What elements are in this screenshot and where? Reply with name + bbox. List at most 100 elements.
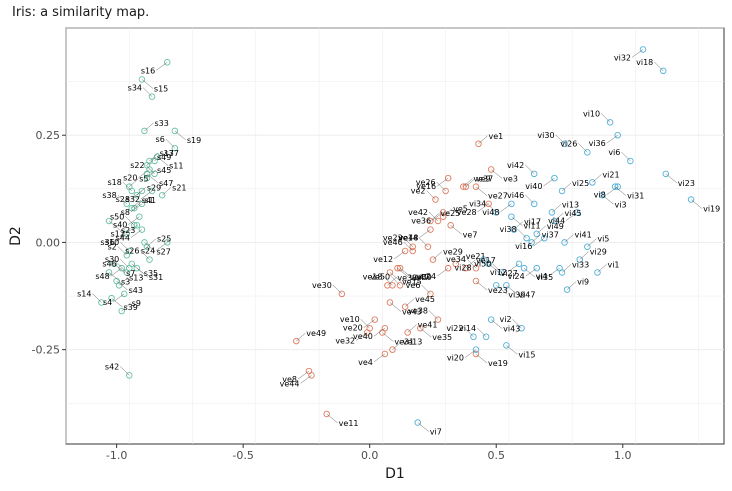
label-leader-line [162, 187, 172, 196]
point-label: ve1 [489, 132, 504, 141]
point-label: s36 [100, 238, 114, 247]
label-leader-line [120, 241, 130, 252]
plot-panel [65, 27, 725, 445]
label-leader-line [399, 268, 412, 278]
label-leader-line [417, 422, 429, 432]
point-label: vi38 [499, 225, 516, 234]
label-leader-line [466, 259, 477, 269]
data-point [141, 127, 148, 135]
point-label: vi9 [577, 278, 589, 287]
point-label: ve11 [339, 419, 359, 428]
point-label: s21 [172, 183, 186, 192]
label-leader-line [115, 233, 127, 243]
label-leader-line [297, 370, 310, 380]
label-leader-line [134, 199, 144, 209]
label-leader-line [125, 225, 137, 234]
label-leader-line [130, 229, 143, 238]
chart-title: Iris: a similarity map. [12, 5, 149, 20]
point-label: s18 [107, 178, 121, 187]
point-labels: s1 s2 s3 s4 s5 s6 s7 s8 s9 s10 s11 s12 s13 s14 s15 s16 s… [77, 49, 720, 437]
label-leader-line [464, 349, 477, 358]
point-label: s13 [129, 273, 143, 282]
data-point [503, 342, 510, 349]
point-label: ve31 [394, 337, 414, 346]
label-leader-line [428, 310, 439, 320]
point-label: vi35 [536, 273, 553, 282]
data-point [518, 324, 525, 332]
data-point [163, 239, 171, 246]
data-point [452, 260, 459, 268]
label-leader-line [455, 255, 465, 265]
data-point [432, 196, 439, 203]
point-label: s24 [141, 246, 155, 255]
label-leader-line [111, 298, 123, 308]
point-label: s1 [144, 196, 153, 205]
data-point [584, 243, 591, 250]
label-leader-line [142, 87, 153, 97]
data-point [442, 187, 449, 195]
point-label: ve17 [476, 256, 496, 265]
point-label: vi16 [515, 242, 532, 251]
label-leader-line [156, 62, 168, 71]
data-point [472, 346, 480, 353]
label-leader-line [403, 241, 413, 252]
data-point [444, 264, 452, 272]
label-leader-line [390, 276, 401, 286]
label-leader-line [108, 272, 121, 282]
label-leader-line [600, 113, 611, 123]
point-label: s20 [123, 174, 137, 183]
data-point [128, 260, 136, 268]
label-leader-line [131, 199, 141, 209]
point-label: ve23 [488, 286, 508, 295]
label-leader-line [403, 237, 413, 247]
point-label: s37 [165, 149, 179, 158]
label-leader-line [154, 152, 164, 162]
y-tick-label: 0.25 [36, 129, 61, 142]
data-point [551, 217, 558, 225]
label-leader-line [407, 324, 417, 333]
point-label: ve29 [443, 248, 463, 257]
label-leader-line [465, 260, 475, 269]
point-label: ve48 [399, 234, 419, 243]
data-point [371, 316, 379, 323]
label-leader-line [129, 178, 139, 187]
point-label: ve35 [432, 333, 452, 342]
label-leader-line [523, 268, 536, 278]
label-leader-line [117, 263, 127, 273]
label-leader-line [146, 169, 157, 179]
label-leader-line [566, 281, 577, 290]
data-point [528, 239, 535, 246]
data-point [118, 307, 125, 315]
label-leader-line [511, 216, 523, 226]
data-point [444, 174, 452, 182]
label-leader-line [363, 319, 375, 328]
label-leader-line [436, 181, 446, 192]
label-leader-line [360, 319, 370, 329]
data-point [143, 161, 151, 169]
point-label: ve19 [488, 359, 508, 368]
label-leader-line [500, 203, 512, 212]
point-label: ve49 [306, 329, 326, 338]
point-label: ve43 [402, 307, 422, 316]
point-label: vi44 [548, 216, 565, 225]
point-label: ve2 [411, 187, 426, 196]
grid-lines [65, 27, 724, 444]
point-label: vi18 [636, 58, 653, 67]
point-label: vi17 [524, 218, 541, 227]
label-leader-line [579, 251, 589, 260]
point-label: ve5 [453, 205, 468, 214]
data-point [131, 222, 138, 229]
label-leader-line [475, 353, 488, 364]
data-point [627, 157, 634, 165]
data-point [429, 256, 437, 263]
label-leader-line [592, 174, 602, 183]
data-point [485, 200, 492, 208]
point-label: vi11 [523, 222, 540, 231]
label-leader-line [420, 328, 432, 338]
point-label: s31 [149, 273, 163, 282]
point-label: s9 [132, 299, 141, 308]
label-leader-line [145, 164, 155, 174]
label-leader-line [144, 122, 154, 132]
data-point [146, 256, 153, 263]
point-label: vi48 [482, 208, 499, 217]
